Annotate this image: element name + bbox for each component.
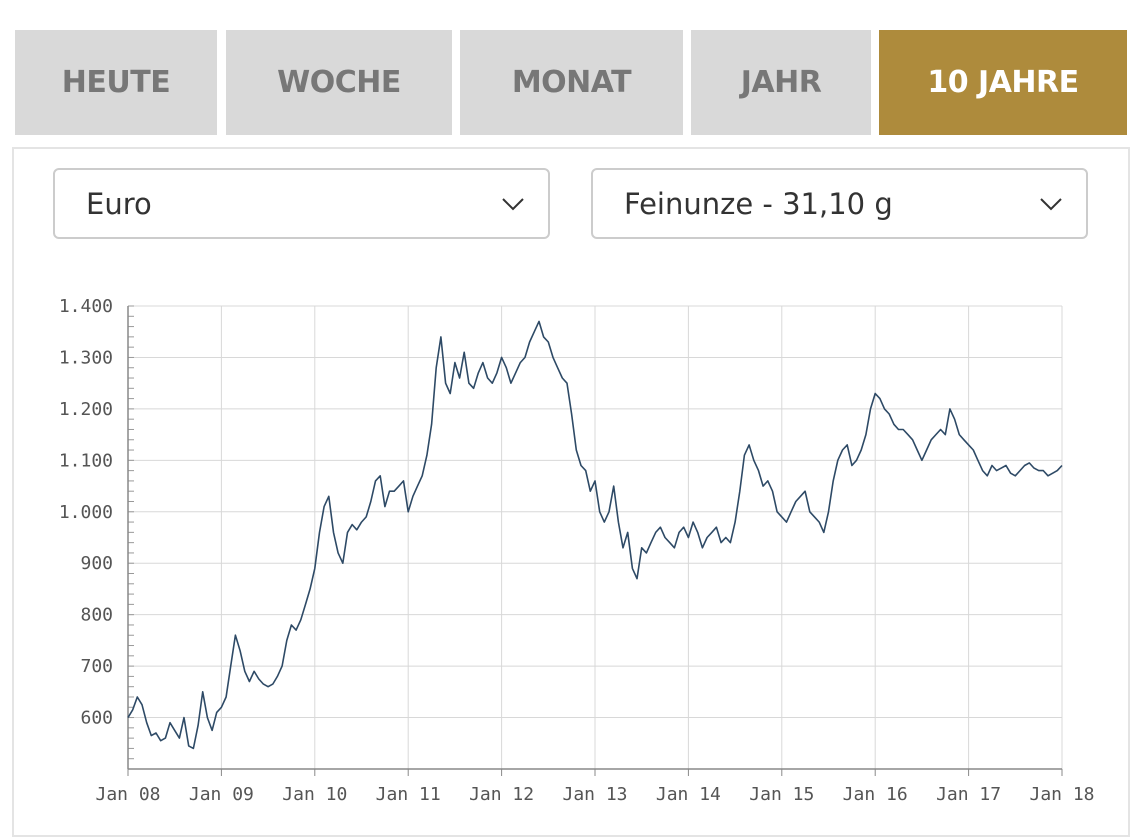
chart-grid: [127, 305, 1063, 769]
y-tick-label: 1.200: [59, 399, 113, 420]
chevron-down-icon: [478, 170, 548, 237]
x-tick-label: Jan 18: [1029, 784, 1094, 805]
y-axis-labels: 600 700 800 900 1.000 1.100 1.200 1.300 1.400: [59, 296, 113, 729]
y-tick-label: 1.100: [59, 450, 113, 471]
tab-10-jahre[interactable]: 10 JAHRE: [879, 30, 1127, 135]
y-tick-label: 600: [80, 708, 113, 729]
y-tick-label: 1.400: [59, 296, 113, 317]
y-tick-label: 1.300: [59, 347, 113, 368]
y-tick-label: 700: [80, 656, 113, 677]
x-axis-labels: Jan 08 Jan 09 Jan 10 Jan 11 Jan 12 Jan 13 Jan …: [95, 784, 1094, 805]
tab-woche[interactable]: WOCHE: [226, 30, 452, 135]
currency-select[interactable]: Euro: [53, 168, 550, 239]
currency-select-value: Euro: [86, 186, 152, 221]
chevron-down-icon: [1016, 170, 1086, 237]
y-tick-label: 800: [80, 605, 113, 626]
chart-series: [127, 320, 1063, 750]
x-tick-label: Jan 11: [376, 784, 441, 805]
price-series-line: [127, 320, 1063, 750]
x-tick-label: Jan 10: [282, 784, 347, 805]
unit-select-value: Feinunze - 31,10 g: [624, 186, 893, 221]
tab-jahr[interactable]: JAHR: [691, 30, 871, 135]
x-tick-label: Jan 12: [469, 784, 534, 805]
y-tick-label: 900: [80, 553, 113, 574]
x-tick-label: Jan 15: [749, 784, 814, 805]
x-tick-label: Jan 14: [656, 784, 721, 805]
x-tick-label: Jan 08: [95, 784, 160, 805]
x-tick-label: Jan 16: [843, 784, 908, 805]
tab-heute[interactable]: HEUTE: [15, 30, 217, 135]
tab-monat[interactable]: MONAT: [460, 30, 683, 135]
x-tick-label: Jan 17: [936, 784, 1001, 805]
x-tick-label: Jan 13: [562, 784, 627, 805]
x-tick-label: Jan 09: [189, 784, 254, 805]
unit-select[interactable]: Feinunze - 31,10 g: [591, 168, 1088, 239]
period-tabs: HEUTE WOCHE MONAT JAHR 10 JAHRE: [15, 30, 1127, 135]
chart-axes: [127, 305, 1063, 776]
y-tick-label: 1.000: [59, 502, 113, 523]
